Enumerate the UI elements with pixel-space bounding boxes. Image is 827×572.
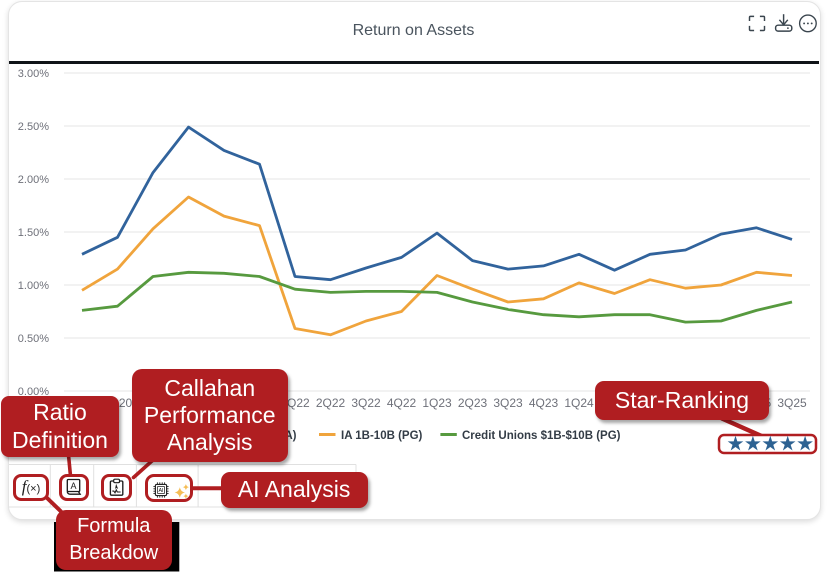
svg-text:0.50%: 0.50% <box>18 333 49 345</box>
svg-text:4Q23: 4Q23 <box>529 396 559 410</box>
svg-text:3Q25: 3Q25 <box>777 396 807 410</box>
svg-text:3Q23: 3Q23 <box>493 396 523 410</box>
svg-text:IA 1B-10B (PG): IA 1B-10B (PG) <box>341 430 423 442</box>
svg-text:0.00%: 0.00% <box>18 386 49 398</box>
svg-text:2.50%: 2.50% <box>18 121 49 133</box>
svg-text:AI: AI <box>158 488 163 494</box>
svg-text:1Q24: 1Q24 <box>564 396 594 410</box>
svg-text:3.00%: 3.00% <box>18 68 49 80</box>
svg-text:2Q22: 2Q22 <box>316 396 346 410</box>
svg-text:2.00%: 2.00% <box>18 174 49 186</box>
svg-text:1.50%: 1.50% <box>18 227 49 239</box>
svg-text:3Q22: 3Q22 <box>351 396 381 410</box>
svg-text:4Q22: 4Q22 <box>387 396 417 410</box>
svg-text:1Q23: 1Q23 <box>422 396 452 410</box>
svg-text:Credit Unions $1B-$10B (PG): Credit Unions $1B-$10B (PG) <box>462 430 621 442</box>
svg-text:1Q22: 1Q22 <box>280 396 310 410</box>
svg-text:2Q23: 2Q23 <box>458 396 488 410</box>
svg-text:A: A <box>71 481 77 491</box>
svg-text:1.00%: 1.00% <box>18 280 49 292</box>
